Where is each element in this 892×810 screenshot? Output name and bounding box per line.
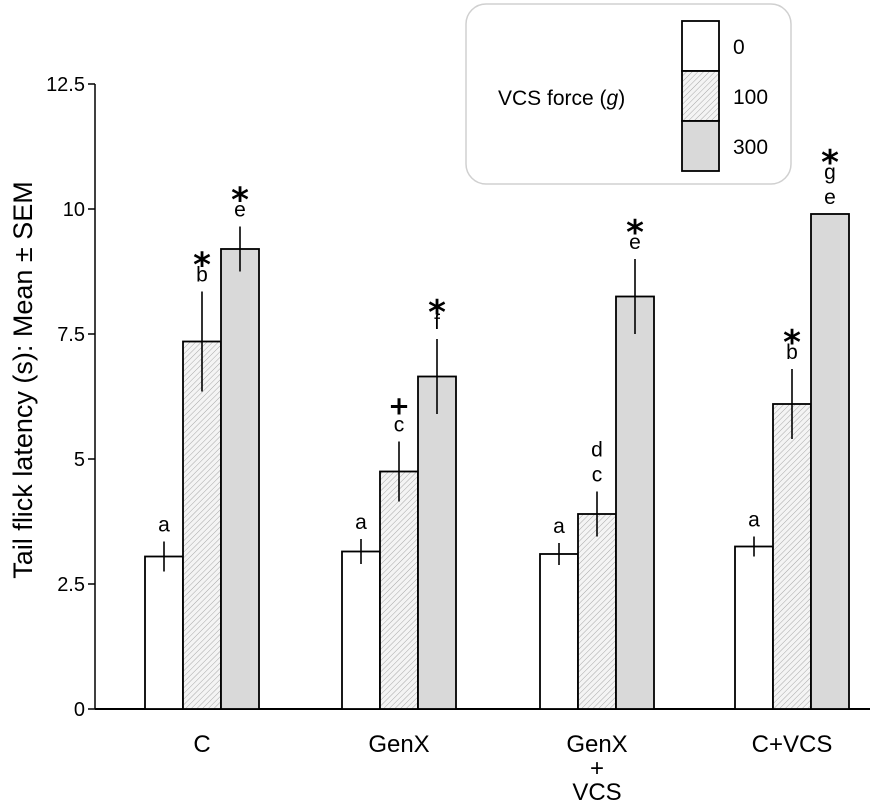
y-tick-label: 2.5 — [57, 574, 85, 596]
bar — [734, 545, 774, 710]
category-label: VCS — [572, 779, 621, 806]
significance-plus: + — [388, 392, 410, 422]
legend-title-italic: g — [607, 87, 619, 110]
bar — [615, 295, 655, 710]
legend-swatch-0 — [681, 20, 720, 72]
category-label: C+VCS — [752, 731, 833, 758]
bar — [577, 513, 617, 710]
significance-letter: f — [434, 311, 440, 334]
bar — [220, 248, 260, 710]
significance-letter: a — [748, 509, 760, 532]
y-tick-label: 5 — [74, 449, 85, 471]
significance-letter: b — [196, 264, 208, 287]
bar — [144, 555, 184, 710]
legend-swatch-100 — [681, 70, 720, 122]
significance-letter: g — [824, 161, 836, 184]
bar — [539, 553, 579, 710]
significance-star: * — [626, 213, 644, 253]
significance-star: * — [783, 323, 801, 363]
significance-star: * — [428, 293, 446, 333]
y-tick-label: 7.5 — [57, 324, 85, 346]
y-axis-title: Tail flick latency (s): Mean ± SEM — [8, 181, 38, 578]
significance-letter: d — [591, 439, 603, 462]
significance-letter: e — [629, 231, 641, 254]
category-label: C — [193, 731, 210, 758]
significance-star: * — [231, 181, 249, 221]
y-tick-label: 0 — [74, 699, 85, 721]
legend-title-prefix: VCS force ( — [498, 87, 607, 110]
category-label: + — [590, 755, 604, 782]
legend-label-0: 0 — [733, 36, 745, 59]
significance-letter: a — [158, 514, 170, 537]
significance-letter: a — [553, 515, 565, 538]
legend-title: VCS force (g) — [498, 87, 625, 110]
category-label: GenX — [368, 731, 429, 758]
significance-letter: a — [355, 511, 367, 534]
legend-label-100: 100 — [733, 86, 768, 109]
legend-title-suffix: ) — [618, 87, 625, 110]
bar — [772, 403, 812, 710]
y-tick-label: 10 — [63, 199, 85, 221]
category-label: GenX — [566, 731, 627, 758]
significance-star: * — [821, 143, 839, 183]
bar — [341, 550, 381, 710]
bar — [417, 375, 457, 710]
significance-letter: b — [786, 341, 798, 364]
significance-letter: c — [592, 464, 603, 487]
significance-letter: e — [824, 186, 836, 209]
legend-swatch-300 — [681, 120, 720, 172]
y-tick-label: 12.5 — [46, 74, 85, 96]
legend-label-300: 300 — [733, 136, 768, 159]
significance-star: * — [193, 246, 211, 286]
bar — [379, 470, 419, 710]
significance-letter: c — [394, 414, 405, 437]
bar — [810, 213, 850, 710]
legend: VCS force (g) 0 100 300 — [465, 3, 792, 185]
bar — [182, 340, 222, 710]
significance-letter: e — [234, 199, 246, 222]
